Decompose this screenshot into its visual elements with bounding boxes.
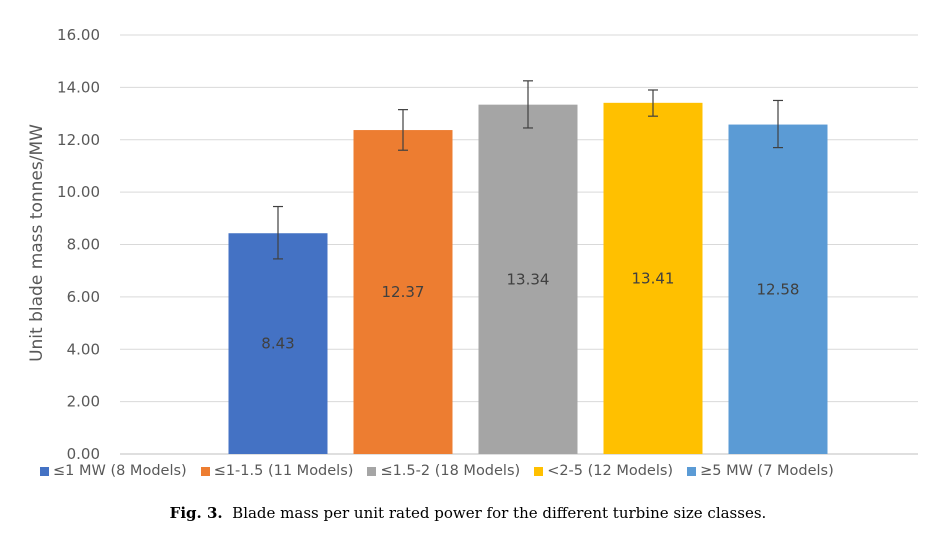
y-tick-label: 8.00: [67, 236, 100, 254]
data-label: 13.34: [507, 270, 550, 288]
y-tick-label: 12.00: [57, 131, 100, 149]
legend: ≤1 MW (8 Models) ≤1-1.5 (11 Models) ≤1.5-2…: [40, 460, 930, 482]
error-bar: [273, 205, 283, 260]
data-label: 12.37: [382, 283, 425, 301]
legend-item: ≥5 MW (7 Models): [687, 463, 834, 479]
caption-label: Fig. 3.: [169, 504, 223, 522]
figure-caption: Fig. 3. Blade mass per unit rated power …: [0, 504, 936, 522]
legend-label: ≤1-1.5 (11 Models): [213, 463, 354, 479]
bars: [228, 102, 828, 455]
legend-item: ≤1 MW (8 Models): [40, 463, 187, 479]
data-label: 8.43: [261, 335, 294, 353]
legend-label: ≥5 MW (7 Models): [700, 463, 834, 479]
legend-swatch: [367, 466, 377, 476]
error-bars: [273, 80, 783, 260]
legend-item: <2-5 (12 Models): [534, 463, 673, 479]
y-tick-label: 16.00: [57, 26, 100, 44]
legend-label: <2-5 (12 Models): [547, 463, 674, 479]
legend-swatch: [534, 466, 544, 476]
caption-text: Blade mass per unit rated power for the …: [232, 504, 767, 522]
bar-chart: 0.00 2.00 4.00 6.00 8.00 10.00 12.00 14.00 16.00…: [27, 26, 918, 460]
error-bar: [523, 80, 533, 129]
data-label: 13.41: [632, 269, 675, 287]
legend-label: ≤1.5-2 (18 Models): [380, 463, 521, 479]
data-labels: 8.43 12.37 13.34 13.41 12.58: [261, 269, 799, 352]
y-axis-ticks: 0.00 2.00 4.00 6.00 8.00 10.00 12.00 14.00 16.00: [57, 26, 100, 460]
y-tick-label: 14.00: [57, 78, 100, 96]
bar: [228, 233, 328, 454]
bar: [478, 104, 578, 454]
error-bar: [773, 99, 783, 149]
y-tick-label: 6.00: [67, 288, 100, 306]
y-tick-label: 4.00: [67, 340, 100, 358]
bar: [728, 124, 828, 454]
legend-label: ≤1 MW (8 Models): [53, 463, 187, 479]
legend-swatch: [200, 466, 210, 476]
y-tick-label: 10.00: [57, 183, 100, 201]
data-label: 12.58: [757, 280, 800, 298]
y-axis-label: Unit blade mass tonnes/MW: [27, 124, 47, 362]
legend-item: ≤1-1.5 (11 Models): [200, 463, 354, 479]
y-tick-label: 0.00: [67, 445, 100, 460]
bar: [603, 102, 703, 454]
legend-swatch: [40, 466, 49, 476]
bar: [353, 130, 453, 455]
error-bar: [648, 89, 658, 117]
error-bar: [398, 109, 408, 151]
legend-item: ≤1.5-2 (18 Models): [367, 463, 520, 479]
legend-swatch: [687, 466, 697, 476]
y-tick-label: 2.00: [67, 393, 100, 411]
